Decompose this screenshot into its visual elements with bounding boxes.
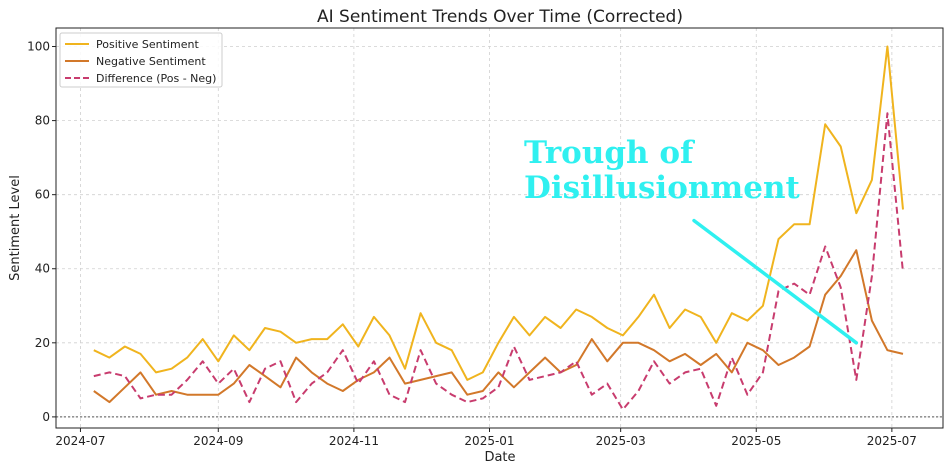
legend: Positive Sentiment Negative Sentiment Diff… bbox=[59, 32, 223, 88]
annotation-text-line2: Disillusionment bbox=[524, 170, 800, 206]
series-line-2 bbox=[93, 249, 904, 404]
x-tick-label: 2024-07 bbox=[55, 434, 105, 448]
legend-label-1: Positive Sentiment bbox=[96, 38, 199, 51]
grid bbox=[56, 28, 943, 428]
series-line-3 bbox=[93, 112, 904, 411]
axis-ticks: 0 20 40 60 80 100 2024-07 2024-09 2024-11 2025-01… bbox=[27, 40, 917, 448]
x-axis-label: Date bbox=[484, 450, 515, 465]
y-axis-label: Sentiment Level bbox=[8, 175, 23, 281]
legend-label-3: Difference (Pos - Neg) bbox=[96, 72, 216, 85]
plot-frame bbox=[55, 27, 944, 429]
legend-box bbox=[59, 32, 223, 88]
x-tick-label: 2025-07 bbox=[867, 434, 917, 448]
series-layer bbox=[93, 45, 904, 411]
y-tick-label: 80 bbox=[35, 114, 50, 128]
x-tick-label: 2024-11 bbox=[329, 434, 379, 448]
x-tick-label: 2025-03 bbox=[596, 434, 646, 448]
y-tick-label: 20 bbox=[35, 336, 50, 350]
annotation-text-line1: Trough of bbox=[524, 135, 695, 171]
legend-label-2: Negative Sentiment bbox=[96, 55, 206, 68]
y-tick-label: 0 bbox=[42, 410, 50, 424]
y-tick-label: 40 bbox=[35, 262, 50, 276]
annotation: Trough of Disillusionment bbox=[524, 135, 859, 345]
y-tick-label: 60 bbox=[35, 188, 50, 202]
series-line-1 bbox=[93, 45, 904, 381]
x-tick-label: 2024-09 bbox=[193, 434, 243, 448]
y-tick-label: 100 bbox=[27, 40, 50, 54]
x-tick-label: 2025-01 bbox=[464, 434, 514, 448]
x-tick-label: 2025-05 bbox=[731, 434, 781, 448]
chart-title: AI Sentiment Trends Over Time (Corrected… bbox=[317, 7, 683, 27]
annotation-arrow bbox=[692, 218, 859, 345]
